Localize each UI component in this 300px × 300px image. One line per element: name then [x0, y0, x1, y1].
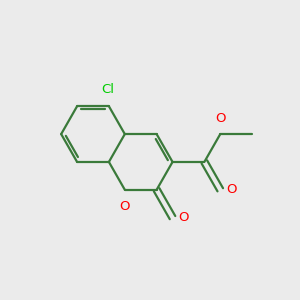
Text: O: O: [178, 211, 189, 224]
Text: O: O: [226, 183, 237, 196]
Text: O: O: [120, 200, 130, 213]
Text: Cl: Cl: [101, 83, 114, 96]
Text: O: O: [215, 112, 226, 125]
